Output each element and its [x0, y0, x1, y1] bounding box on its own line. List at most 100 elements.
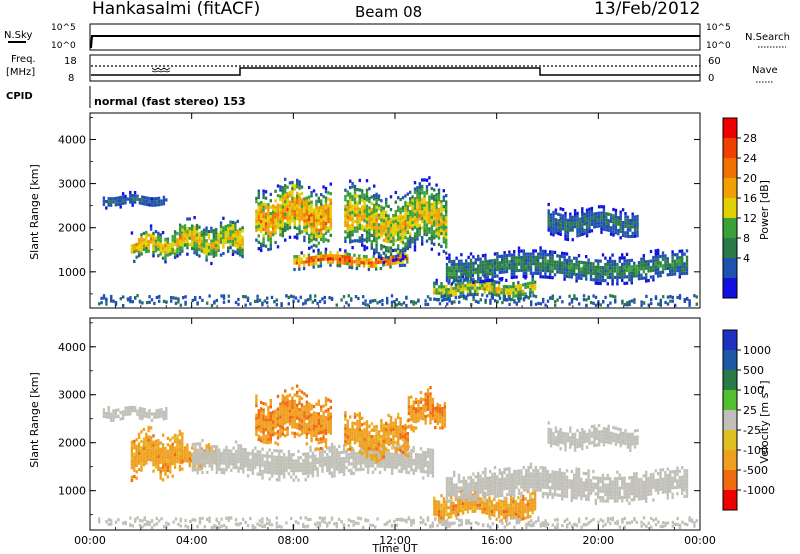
heatmap-cell [416, 237, 419, 241]
heatmap-cell [281, 426, 284, 430]
heatmap-cell [382, 229, 385, 233]
heatmap-cell [288, 222, 292, 227]
heatmap-cell [260, 416, 263, 421]
heatmap-cell [288, 422, 292, 426]
heatmap-cell [267, 425, 270, 429]
heatmap-cell [594, 278, 597, 282]
heatmap-cell [654, 265, 657, 269]
heatmap-cell [176, 241, 179, 245]
heatmap-cell [430, 215, 433, 219]
heatmap-cell [227, 224, 230, 228]
heatmap-cell [425, 191, 429, 195]
heatmap-cell [320, 221, 323, 225]
heatmap-cell [624, 231, 627, 235]
heatmap-cell [164, 260, 167, 264]
heatmap-cell [296, 198, 299, 202]
heatmap-cell [218, 458, 221, 462]
heatmap-cell [121, 416, 125, 420]
heatmap-cell [418, 182, 421, 186]
heatmap-cell [308, 421, 311, 425]
heatmap-cell [159, 233, 162, 237]
heatmap-cell [423, 200, 426, 204]
heatmap-cell [255, 238, 258, 242]
heatmap-cell [140, 249, 143, 253]
heatmap-cell [356, 432, 359, 436]
heatmap-cell [193, 235, 196, 239]
heatmap-cell [442, 208, 445, 212]
heatmap-cell [585, 234, 589, 238]
heatmap-cell [373, 194, 376, 198]
heatmap-cell [358, 239, 361, 243]
heatmap-cell [274, 221, 277, 225]
heatmap-cell [107, 409, 110, 413]
noise-cell [114, 301, 118, 305]
heatmap-cell [303, 417, 306, 422]
heatmap-cell [399, 239, 402, 243]
heatmap-cell [421, 204, 424, 208]
heatmap-cell [328, 449, 331, 453]
heatmap-cell [264, 190, 268, 194]
heatmap-cell [300, 217, 304, 221]
heatmap-cell [355, 257, 359, 261]
heatmap-cell [230, 449, 233, 453]
heatmap-cell [551, 253, 554, 257]
heatmap-cell [481, 260, 485, 264]
heatmap-cell [258, 460, 262, 464]
heatmap-cell [254, 465, 257, 469]
heatmap-cell [296, 207, 299, 211]
heatmap-cell [231, 233, 235, 237]
heatmap-cell [359, 458, 363, 462]
heatmap-cell [324, 251, 327, 255]
heatmap-cell [387, 449, 390, 453]
heatmap-cell [616, 272, 619, 276]
heatmap-cell [195, 227, 199, 231]
heatmap-cell [398, 443, 401, 448]
heatmap-cell [147, 429, 150, 433]
heatmap-cell [137, 442, 141, 446]
heatmap-cell [437, 217, 441, 221]
heatmap-cell [310, 423, 313, 427]
heatmap-cell [303, 203, 306, 207]
heatmap-cell [260, 204, 263, 208]
heatmap-cell [435, 193, 438, 197]
heatmap-cell [515, 265, 518, 269]
heatmap-cell [443, 411, 447, 415]
heatmap-cell [164, 472, 167, 476]
heatmap-cell [210, 457, 214, 462]
heatmap-cell [126, 409, 130, 413]
heatmap-cell [594, 259, 597, 263]
heatmap-cell [549, 266, 552, 270]
heatmap-cell [220, 461, 223, 465]
heatmap-cell [298, 205, 301, 210]
noise-cell [630, 299, 634, 303]
heatmap-cell [398, 463, 401, 467]
heatmap-cell [227, 230, 230, 234]
heatmap-cell [547, 209, 550, 213]
heatmap-cell [430, 206, 433, 210]
heatmap-cell [133, 250, 136, 254]
noise-cell [206, 301, 209, 305]
heatmap-cell [633, 215, 637, 219]
heatmap-cell [242, 451, 245, 455]
heatmap-cell [600, 211, 603, 215]
heatmap-cell [365, 198, 369, 202]
heatmap-cell [206, 451, 209, 455]
heatmap-cell [642, 270, 645, 274]
heatmap-cell [407, 458, 411, 462]
heatmap-cell [299, 456, 303, 460]
heatmap-cell [142, 231, 146, 235]
heatmap-cell [154, 242, 158, 246]
heatmap-cell [392, 258, 395, 262]
heatmap-cell [597, 262, 600, 266]
heatmap-cell [394, 222, 397, 227]
heatmap-cell [326, 456, 329, 460]
heatmap-cell [583, 228, 586, 232]
heatmap-cell [258, 466, 262, 470]
heatmap-cell [495, 287, 498, 291]
heatmap-cell [148, 200, 151, 204]
heatmap-cell [262, 434, 265, 438]
heatmap-cell [438, 420, 442, 424]
heatmap-cell [661, 267, 665, 271]
heatmap-cell [435, 281, 438, 286]
heatmap-cell [346, 252, 349, 256]
